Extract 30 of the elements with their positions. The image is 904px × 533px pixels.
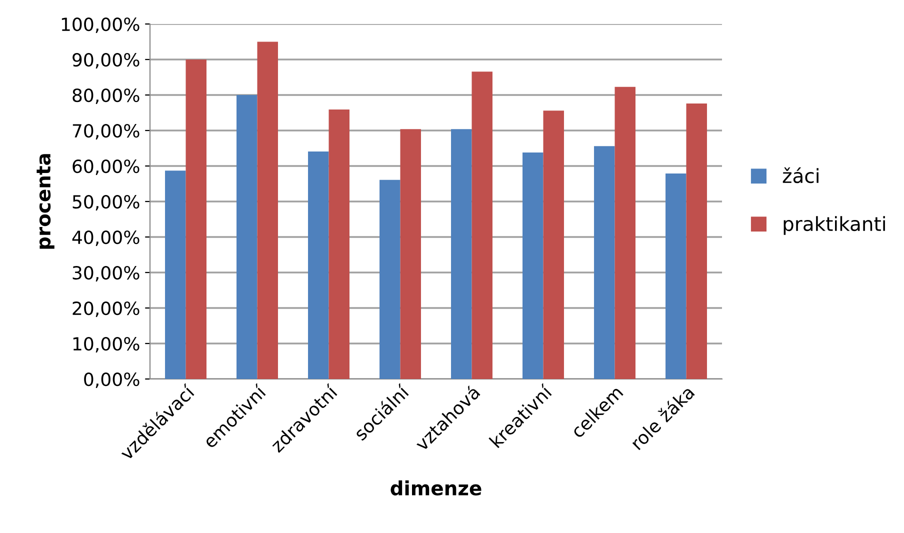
legend-label: praktikanti [784,216,885,235]
bar [186,60,206,379]
bar [522,152,544,379]
y-tick-label: 100,00% [62,17,140,33]
y-tick-label: 60,00% [72,159,140,175]
y-tick-label: 90,00% [72,52,140,68]
y-tick-label: 20,00% [72,301,140,317]
y-tick-label: 70,00% [72,124,140,140]
bar [165,170,186,379]
y-tick-label: 30,00% [72,266,140,282]
bar [614,86,636,379]
bar [257,42,278,379]
bar [328,110,350,379]
bar [686,104,707,379]
bar [236,95,258,379]
bar [380,180,400,379]
bar [543,110,564,379]
bar [666,173,686,379]
bar [308,151,329,379]
y-tick-label: 40,00% [72,230,140,246]
x-axis-title: dimenze [390,480,482,496]
bar [400,129,421,379]
y-axis-title: procenta [36,154,54,249]
y-tick-label: 50,00% [72,194,140,210]
bar [472,72,492,379]
y-tick-label: 80,00% [72,88,140,104]
y-tick-label: 10,00% [73,336,140,352]
bar [451,129,472,379]
bar [594,146,615,379]
legend-label: žáci [782,167,818,184]
